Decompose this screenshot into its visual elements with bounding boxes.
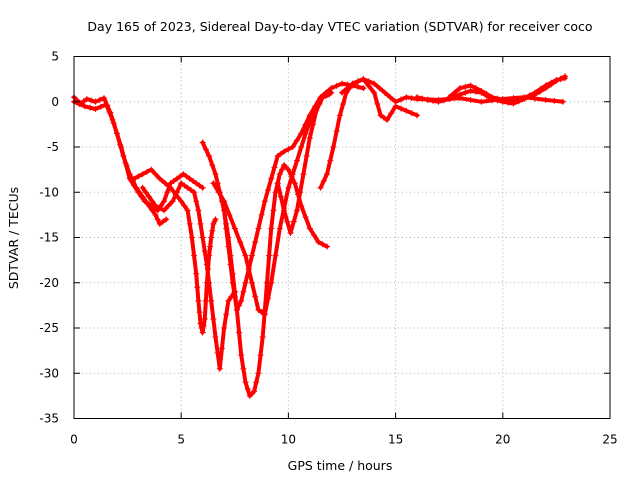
y-tick-label: -30 bbox=[39, 366, 59, 380]
y-axis-label: SDTVAR / TECUs bbox=[6, 187, 21, 289]
series-markers bbox=[317, 76, 566, 191]
series-pass-8 bbox=[274, 91, 333, 236]
series-markers bbox=[221, 80, 367, 313]
series-markers bbox=[139, 180, 238, 372]
series-pass-12 bbox=[446, 75, 568, 105]
grid-lines bbox=[74, 56, 610, 419]
series-pass-6 bbox=[221, 80, 367, 313]
x-tick-label: 25 bbox=[602, 433, 617, 447]
axis-ticks bbox=[73, 56, 611, 419]
series-markers bbox=[71, 98, 206, 214]
chart-title: Day 165 of 2023, Sidereal Day-to-day VTE… bbox=[87, 19, 592, 34]
plot-series bbox=[71, 73, 568, 399]
series-line bbox=[222, 81, 366, 312]
series-pass-4 bbox=[139, 180, 238, 372]
x-axis-label: GPS time / hours bbox=[288, 458, 393, 473]
y-tick-labels: 5 0 -5 -10 -15 -20 -25 -30 -35 bbox=[39, 50, 59, 426]
x-tick-label: 5 bbox=[177, 433, 185, 447]
series-pass-7 bbox=[210, 89, 335, 318]
y-tick-label: 0 bbox=[51, 95, 59, 109]
series-markers bbox=[446, 75, 568, 105]
y-tick-label: -35 bbox=[39, 412, 59, 426]
y-tick-label: -10 bbox=[39, 185, 59, 199]
x-tick-label: 0 bbox=[70, 433, 78, 447]
y-tick-label: -20 bbox=[39, 276, 59, 290]
x-tick-label: 15 bbox=[388, 433, 403, 447]
y-tick-label: -25 bbox=[39, 321, 59, 335]
x-tick-labels: 0 5 10 15 20 25 bbox=[70, 433, 617, 447]
series-markers bbox=[339, 76, 421, 123]
series-pass-9 bbox=[317, 76, 566, 191]
x-tick-label: 20 bbox=[495, 433, 510, 447]
series-pass-10 bbox=[339, 76, 421, 123]
y-tick-label: 5 bbox=[51, 50, 59, 64]
y-tick-label: -5 bbox=[47, 140, 59, 154]
series-markers bbox=[274, 91, 333, 236]
x-tick-label: 10 bbox=[281, 433, 296, 447]
series-pass-2 bbox=[71, 98, 206, 214]
y-tick-label: -15 bbox=[39, 231, 59, 245]
